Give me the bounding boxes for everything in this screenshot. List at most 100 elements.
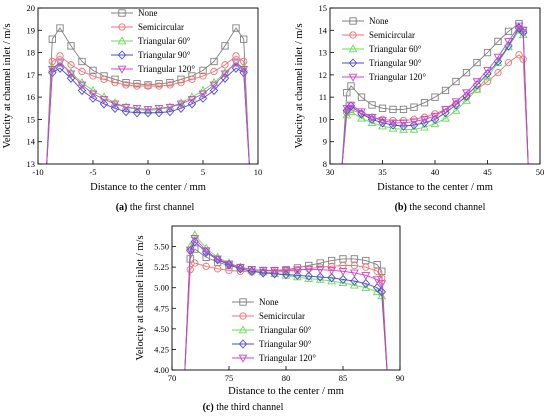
chart-panel-2: 70 75 80 85 90 4.00 4.25 4.50 4.75 5.00 5.25 5.50 Di… [135,225,405,413]
data-point [133,82,141,90]
data-point [177,79,185,87]
data-point [493,53,503,62]
data-point [362,263,370,271]
x-tick-label: 75 [225,373,234,383]
series-line-1 [341,54,529,164]
data-point [239,66,249,75]
data-point [67,42,75,50]
data-point [343,89,351,97]
data-point [327,273,336,283]
data-point [388,123,398,132]
data-point [409,118,419,127]
data-point [377,291,387,300]
x-tick-label: 50 [536,167,545,177]
data-point [270,269,279,279]
legend-label: None [369,16,389,26]
data-point [378,104,387,112]
data-point [357,93,366,101]
data-point [399,119,408,128]
y-tick-label: 9 [323,137,327,147]
x-tick-label: 0 [146,167,150,177]
y-tick-label: 4.00 [154,365,169,375]
data-point [441,113,450,122]
caption-text: the third channel [214,402,284,413]
data-point [55,59,65,68]
data-point [110,100,120,109]
x-tick-label: -10 [32,167,43,177]
data-point [377,287,386,297]
y-tick-label: 17 [27,70,36,80]
data-point [185,246,195,255]
data-point [519,55,527,63]
data-point [121,106,131,117]
data-point [431,93,439,101]
data-point [293,270,302,281]
x-tick-label: 85 [339,373,348,383]
x-axis-label: Distance to the center / mm [228,386,344,397]
data-point [462,68,471,77]
legend-label: Triangular 120° [259,353,316,363]
data-point [190,235,200,244]
data-point [373,267,381,275]
data-point [472,84,482,93]
data-point [462,89,471,98]
data-point [281,269,291,280]
data-point [399,105,408,114]
data-point [199,72,207,80]
data-point [409,124,419,133]
data-point [231,59,241,68]
data-point [132,105,142,114]
data-point [88,90,98,99]
data-point [338,274,348,285]
data-point [258,267,268,276]
legend-marker [239,312,247,320]
data-point [155,80,163,88]
y-tick-label: 10 [319,114,328,124]
x-tick-label: 90 [396,373,405,383]
data-point [122,79,130,87]
data-point [518,27,528,36]
data-point [154,108,164,118]
data-point [378,117,387,126]
data-point [420,122,429,131]
data-point [327,256,336,265]
data-point [89,72,97,80]
data-point [187,99,197,109]
legend-marker [348,44,358,53]
data-point [121,103,131,112]
data-point [315,266,325,275]
data-point [338,268,348,276]
data-point [399,121,408,131]
data-point [210,57,218,66]
data-point [247,266,257,275]
y-tick-label: 4.50 [154,324,169,334]
series-line-0 [46,27,250,164]
data-point [133,80,141,88]
legend-marker [117,50,127,60]
legend-label: Triangular 120° [369,72,426,82]
x-tick-label: 45 [483,167,492,177]
data-point [494,68,502,77]
legend-marker [118,9,126,17]
series-line-1 [46,55,250,164]
data-point [514,23,524,33]
data-point [144,82,152,90]
data-point [347,82,355,90]
data-point [188,75,196,83]
data-point [472,78,482,87]
y-axis-label: Velocity at channel inlet / m/s [135,235,146,360]
data-point [494,37,502,46]
data-point [504,58,513,67]
data-point [154,105,164,114]
series-line-4 [341,25,529,164]
data-point [367,118,377,127]
data-point [258,268,268,278]
data-point [166,79,174,87]
data-point [430,114,440,125]
legend-label: None [138,8,158,18]
plot-area [46,24,250,164]
data-point [122,81,130,89]
data-point [293,266,302,275]
data-point [483,72,492,81]
series-line-2 [46,62,250,164]
